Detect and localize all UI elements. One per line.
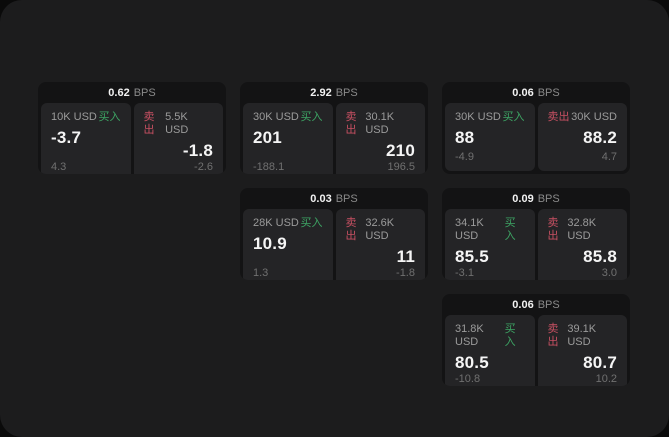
buy-button[interactable]: 买入 xyxy=(300,217,323,229)
sell-delta: 196.5 xyxy=(387,161,415,173)
sell-delta: -2.6 xyxy=(194,161,213,173)
quote-card: 0.03 BPS 28K USD 买入 10.9 1.3 卖出 32.6K US… xyxy=(240,188,428,280)
spread-header: 0.06 BPS xyxy=(442,294,630,315)
sell-price: 11 xyxy=(396,247,415,266)
sell-delta: -1.8 xyxy=(396,267,415,279)
buy-tile[interactable]: 28K USD 买入 10.9 1.3 xyxy=(243,209,333,280)
buy-delta: -188.1 xyxy=(253,161,285,173)
buy-button[interactable]: 买入 xyxy=(502,111,525,123)
spread-value: 0.62 xyxy=(108,86,130,99)
buy-button[interactable]: 买入 xyxy=(504,323,516,348)
sell-tile[interactable]: 卖出 30K USD 88.2 4.7 xyxy=(537,103,627,171)
buy-price: 80.5 xyxy=(455,353,489,372)
buy-size: 31.8K USD xyxy=(455,323,484,348)
spread-value: 0.06 xyxy=(512,298,534,311)
buy-button[interactable]: 买入 xyxy=(300,111,323,123)
buy-delta: -3.1 xyxy=(455,267,474,279)
spread-header: 0.06 BPS xyxy=(442,82,630,103)
sell-delta: 10.2 xyxy=(595,373,617,385)
sell-button[interactable]: 卖出 xyxy=(345,217,357,242)
sell-tile[interactable]: 卖出 30.1K USD 210 196.5 xyxy=(335,103,425,174)
buy-tile[interactable]: 30K USD 买入 201 -188.1 xyxy=(243,103,333,174)
buy-delta: 1.3 xyxy=(253,267,269,279)
sell-tile[interactable]: 卖出 5.5K USD -1.8 -2.6 xyxy=(133,103,223,174)
buy-tile[interactable]: 34.1K USD 买入 85.5 -3.1 xyxy=(445,209,535,280)
buy-delta: -4.9 xyxy=(455,151,474,163)
sell-button[interactable]: 卖出 xyxy=(547,111,570,123)
buy-button[interactable]: 买入 xyxy=(504,217,516,242)
spread-unit: BPS xyxy=(335,192,358,205)
buy-price: 85.5 xyxy=(455,247,489,266)
spread-unit: BPS xyxy=(133,86,156,99)
quote-card: 0.62 BPS 10K USD 买入 -3.7 4.3 卖出 5.5K USD xyxy=(38,82,226,174)
sell-price: 80.7 xyxy=(583,353,617,372)
sell-size: 39.1K USD xyxy=(567,323,597,348)
buy-delta: 4.3 xyxy=(51,161,67,173)
buy-size: 34.1K USD xyxy=(455,217,484,242)
sell-price: 85.8 xyxy=(583,247,617,266)
sell-button[interactable]: 卖出 xyxy=(547,217,559,242)
sell-tile[interactable]: 卖出 39.1K USD 80.7 10.2 xyxy=(537,315,627,386)
spread-unit: BPS xyxy=(537,86,560,99)
buy-price: 201 xyxy=(253,128,282,147)
buy-tile[interactable]: 10K USD 买入 -3.7 4.3 xyxy=(41,103,131,174)
quote-card: 0.06 BPS 31.8K USD 买入 80.5 -10.8 卖出 39.1… xyxy=(442,294,630,386)
buy-size: 30K USD xyxy=(455,111,501,123)
quote-card: 0.09 BPS 34.1K USD 买入 85.5 -3.1 卖出 32.8K… xyxy=(442,188,630,280)
sell-size: 30K USD xyxy=(571,111,617,123)
buy-delta: -10.8 xyxy=(455,373,481,385)
buy-price: 88 xyxy=(455,128,475,147)
sell-tile[interactable]: 卖出 32.6K USD 11 -1.8 xyxy=(335,209,425,280)
sell-size: 5.5K USD xyxy=(165,111,189,136)
sell-button[interactable]: 卖出 xyxy=(547,323,559,348)
spread-value: 2.92 xyxy=(310,86,332,99)
sell-price: 210 xyxy=(386,141,415,160)
quote-card: 0.06 BPS 30K USD 买入 88 -4.9 卖出 30K USD xyxy=(442,82,630,174)
sell-tile[interactable]: 卖出 32.8K USD 85.8 3.0 xyxy=(537,209,627,280)
buy-tile[interactable]: 31.8K USD 买入 80.5 -10.8 xyxy=(445,315,535,386)
spread-header: 2.92 BPS xyxy=(240,82,428,103)
sell-price: -1.8 xyxy=(182,141,213,160)
spread-header: 0.62 BPS xyxy=(38,82,226,103)
sell-button[interactable]: 卖出 xyxy=(345,111,357,136)
spread-unit: BPS xyxy=(537,298,560,311)
sell-delta: 3.0 xyxy=(601,267,617,279)
buy-size: 10K USD xyxy=(51,111,97,123)
buy-size: 28K USD xyxy=(253,217,299,229)
spread-header: 0.03 BPS xyxy=(240,188,428,209)
spread-header: 0.09 BPS xyxy=(442,188,630,209)
sell-button[interactable]: 卖出 xyxy=(143,111,155,136)
spread-value: 0.03 xyxy=(310,192,332,205)
sell-size: 32.8K USD xyxy=(567,217,597,242)
quote-card: 2.92 BPS 30K USD 买入 201 -188.1 卖出 30.1K … xyxy=(240,82,428,174)
quote-card-grid: 0.62 BPS 10K USD 买入 -3.7 4.3 卖出 5.5K USD xyxy=(38,82,630,386)
spread-unit: BPS xyxy=(335,86,358,99)
sell-price: 88.2 xyxy=(583,128,617,147)
spread-unit: BPS xyxy=(537,192,560,205)
buy-tile[interactable]: 30K USD 买入 88 -4.9 xyxy=(445,103,535,171)
buy-price: -3.7 xyxy=(51,128,82,147)
sell-size: 32.6K USD xyxy=(365,217,395,242)
buy-price: 10.9 xyxy=(253,234,287,253)
sell-size: 30.1K USD xyxy=(365,111,395,136)
spread-value: 0.06 xyxy=(512,86,534,99)
spread-value: 0.09 xyxy=(512,192,534,205)
sell-delta: 4.7 xyxy=(601,151,617,163)
buy-size: 30K USD xyxy=(253,111,299,123)
buy-button[interactable]: 买入 xyxy=(98,111,121,123)
